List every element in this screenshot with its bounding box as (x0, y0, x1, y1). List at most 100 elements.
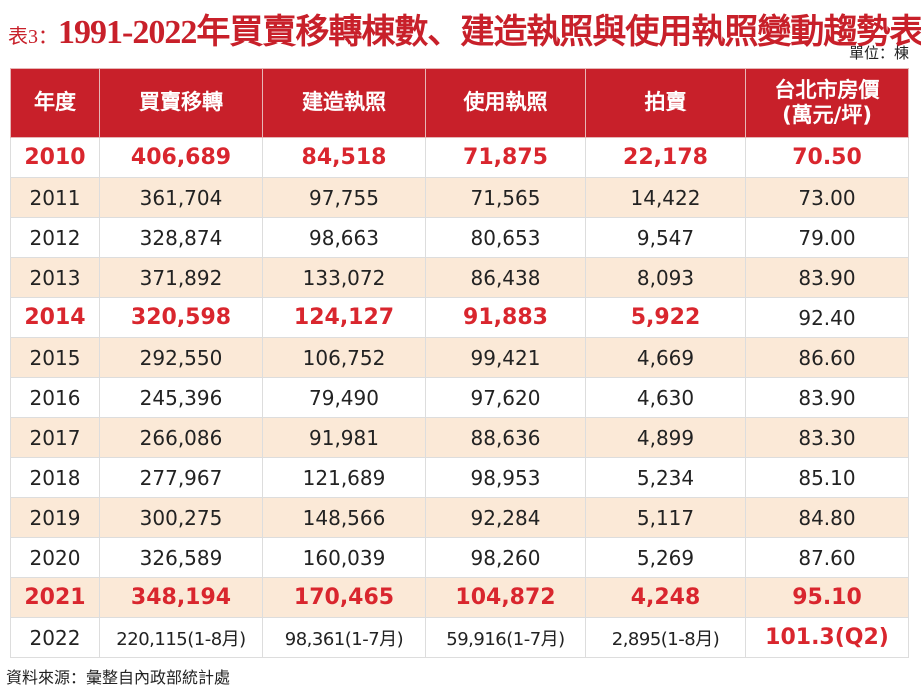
year-cell: 2013 (10, 257, 100, 298)
value-cell: 73.00 (745, 177, 909, 218)
value-cell: 124,127 (262, 297, 426, 338)
value-cell: 97,755 (262, 177, 426, 218)
value-cell: 170,465 (262, 577, 426, 618)
value-cell: 106,752 (262, 337, 426, 378)
year-cell: 2019 (10, 497, 100, 538)
year-cell: 2017 (10, 417, 100, 458)
value-cell: 85.10 (745, 457, 909, 498)
value-cell: 92,284 (425, 497, 586, 538)
header-row: 年度 買賣移轉 建造執照 使用執照 拍賣 台北市房價 (萬元/坪) (10, 68, 909, 138)
year-cell: 2020 (10, 537, 100, 578)
value-cell: 121,689 (262, 457, 426, 498)
year-cell: 2018 (10, 457, 100, 498)
year-cell: 2012 (10, 217, 100, 258)
value-cell: 83.90 (745, 257, 909, 298)
value-cell: 5,269 (585, 537, 746, 578)
value-cell: 59,916(1-7月) (425, 617, 586, 658)
value-cell: 79.00 (745, 217, 909, 258)
value-cell: 83.30 (745, 417, 909, 458)
value-cell: 71,875 (425, 137, 586, 178)
value-cell: 88,636 (425, 417, 586, 458)
column-header: 拍賣 (585, 68, 746, 138)
table-row: 2013 371,892 133,072 86,438 8,093 83.90 (10, 257, 909, 298)
year-cell: 2021 (10, 577, 100, 618)
table-row: 2021 348,194 170,465 104,872 4,248 95.10 (10, 577, 909, 618)
value-cell: 5,922 (585, 297, 746, 338)
table-row: 2018 277,967 121,689 98,953 5,234 85.10 (10, 457, 909, 498)
value-cell: 9,547 (585, 217, 746, 258)
value-cell: 87.60 (745, 537, 909, 578)
value-cell: 292,550 (99, 337, 263, 378)
value-cell: 86,438 (425, 257, 586, 298)
value-cell: 320,598 (99, 297, 263, 338)
value-cell: 86.60 (745, 337, 909, 378)
table-row: 2015 292,550 106,752 99,421 4,669 86.60 (10, 337, 909, 378)
value-cell: 4,248 (585, 577, 746, 618)
table-row: 2017 266,086 91,981 88,636 4,899 83.30 (10, 417, 909, 458)
unit: 單位：棟 (848, 44, 909, 62)
value-cell: 4,669 (585, 337, 746, 378)
value-cell: 4,899 (585, 417, 746, 458)
title-label: 表3： (8, 26, 58, 48)
year-cell: 2010 (10, 137, 100, 178)
source-note: 資料來源：彙整自內政部統計處 (6, 668, 231, 687)
table-row: 2022 220,115(1-8月) 98,361(1-7月) 59,916(1-7月… (10, 617, 909, 658)
value-cell: 98,361(1-7月) (262, 617, 426, 658)
column-header: 建造執照 (262, 68, 426, 138)
table-row: 2014 320,598 124,127 91,883 5,922 92.40 (10, 297, 909, 338)
value-cell: 361,704 (99, 177, 263, 218)
value-cell: 91,981 (262, 417, 426, 458)
value-cell: 98,663 (262, 217, 426, 258)
value-cell: 266,086 (99, 417, 263, 458)
table-row: 2020 326,589 160,039 98,260 5,269 87.60 (10, 537, 909, 578)
year-cell: 2015 (10, 337, 100, 378)
table-row: 2011 361,704 97,755 71,565 14,422 73.00 (10, 177, 909, 218)
value-cell: 5,117 (585, 497, 746, 538)
value-cell: 91,883 (425, 297, 586, 338)
table-row: 2012 328,874 98,663 80,653 9,547 79.00 (10, 217, 909, 258)
value-cell: 80,653 (425, 217, 586, 258)
value-cell: 99,421 (425, 337, 586, 378)
value-cell: 326,589 (99, 537, 263, 578)
table-row: 2016 245,396 79,490 97,620 4,630 83.90 (10, 377, 909, 418)
column-header: 使用執照 (425, 68, 586, 138)
value-cell: 5,234 (585, 457, 746, 498)
year-cell: 2016 (10, 377, 100, 418)
value-cell: 92.40 (745, 297, 909, 338)
year-cell: 2014 (10, 297, 100, 338)
value-cell: 8,093 (585, 257, 746, 298)
value-cell: 220,115(1-8月) (99, 617, 263, 658)
column-header: 台北市房價 (萬元/坪) (745, 68, 909, 138)
value-cell: 148,566 (262, 497, 426, 538)
value-cell: 101.3(Q2) (745, 617, 909, 658)
value-cell: 97,620 (425, 377, 586, 418)
value-cell: 160,039 (262, 537, 426, 578)
table-row: 2010 406,689 84,518 71,875 22,178 70.50 (10, 137, 909, 178)
title: 表3：1991-2022年買賣移轉棟數、建造執照與使用執照變動趨勢表 (8, 4, 921, 53)
value-cell: 98,953 (425, 457, 586, 498)
column-header: 年度 (10, 68, 100, 138)
value-cell: 277,967 (99, 457, 263, 498)
column-header: 買賣移轉 (99, 68, 263, 138)
value-cell: 83.90 (745, 377, 909, 418)
value-cell: 84,518 (262, 137, 426, 178)
value-cell: 71,565 (425, 177, 586, 218)
year-cell: 2011 (10, 177, 100, 218)
value-cell: 300,275 (99, 497, 263, 538)
value-cell: 406,689 (99, 137, 263, 178)
value-cell: 104,872 (425, 577, 586, 618)
data-table: 年度 買賣移轉 建造執照 使用執照 拍賣 台北市房價 (萬元/坪) 2010 406,689… (10, 68, 909, 658)
value-cell: 22,178 (585, 137, 746, 178)
value-cell: 4,630 (585, 377, 746, 418)
value-cell: 70.50 (745, 137, 909, 178)
value-cell: 95.10 (745, 577, 909, 618)
value-cell: 84.80 (745, 497, 909, 538)
title-text: 1991-2022年買賣移轉棟數、建造執照與使用執照變動趨勢表 (58, 14, 921, 51)
value-cell: 133,072 (262, 257, 426, 298)
value-cell: 2,895(1-8月) (585, 617, 746, 658)
value-cell: 245,396 (99, 377, 263, 418)
table-row: 2019 300,275 148,566 92,284 5,117 84.80 (10, 497, 909, 538)
value-cell: 348,194 (99, 577, 263, 618)
value-cell: 328,874 (99, 217, 263, 258)
